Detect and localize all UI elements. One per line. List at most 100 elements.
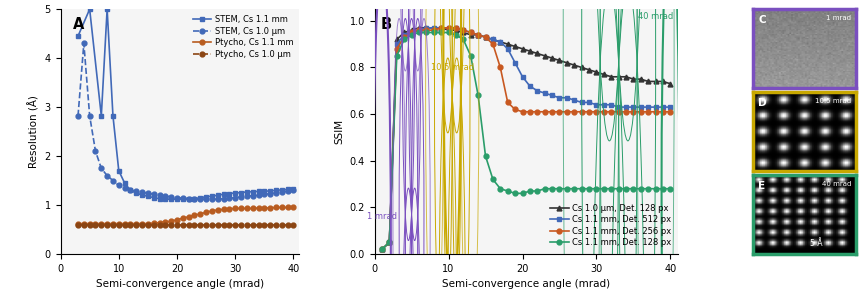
Cs 1.1 mm, Det. 512 px: [606, 103, 617, 106]
Cs 1.1 mm, Det. 512 px: [509, 61, 520, 65]
Ptycho, Cs 1.0 μm: [283, 223, 293, 226]
Ptycho, Cs 1.0 μm: [119, 223, 130, 226]
Cs 1.1 mm, Det. 128 px: [480, 154, 490, 158]
Ptycho, Cs 1.1 mm: [102, 222, 112, 226]
STEM, Cs 1.0 μm: [189, 197, 200, 201]
Cs 1.1 mm, Det. 128 px: [503, 189, 513, 193]
Cs 1.1 mm, Det. 128 px: [451, 33, 461, 37]
Cs 1.1 mm, Det. 128 px: [377, 248, 388, 251]
Cs 1.0 μm, Det. 128 px: [569, 63, 580, 67]
Cs 1.1 mm, Det. 256 px: [503, 101, 513, 104]
Ptycho, Cs 1.1 mm: [236, 207, 247, 210]
Ptycho, Cs 1.1 mm: [131, 222, 142, 226]
Cs 1.1 mm, Det. 512 px: [517, 75, 528, 79]
STEM, Cs 1.1 mm: [131, 191, 142, 195]
Cs 1.1 mm, Det. 512 px: [592, 103, 602, 106]
Cs 1.1 mm, Det. 256 px: [532, 110, 542, 114]
Ptycho, Cs 1.0 μm: [207, 223, 217, 226]
STEM, Cs 1.1 mm: [271, 188, 281, 192]
STEM, Cs 1.0 μm: [241, 194, 252, 198]
Ptycho, Cs 1.1 mm: [189, 214, 200, 217]
Ptycho, Cs 1.0 μm: [73, 223, 83, 226]
STEM, Cs 1.1 mm: [113, 169, 124, 173]
Cs 1.1 mm, Det. 512 px: [636, 105, 646, 109]
Ptycho, Cs 1.0 μm: [247, 223, 258, 226]
Cs 1.0 μm, Det. 128 px: [547, 56, 557, 60]
Cs 1.1 mm, Det. 128 px: [540, 187, 550, 191]
Cs 1.1 mm, Det. 256 px: [576, 110, 586, 114]
Ptycho, Cs 1.0 μm: [189, 223, 200, 226]
Line: Cs 1.1 mm, Det. 512 px: Cs 1.1 mm, Det. 512 px: [380, 25, 673, 252]
Cs 1.1 mm, Det. 256 px: [584, 110, 594, 114]
Cs 1.1 mm, Det. 512 px: [554, 96, 565, 100]
Cs 1.1 mm, Det. 512 px: [599, 103, 609, 106]
Ptycho, Cs 1.1 mm: [90, 222, 100, 226]
Ptycho, Cs 1.0 μm: [149, 223, 159, 226]
Cs 1.0 μm, Det. 128 px: [517, 47, 528, 51]
Cs 1.1 mm, Det. 512 px: [444, 26, 454, 30]
Cs 1.1 mm, Det. 128 px: [658, 187, 669, 191]
Ptycho, Cs 1.0 μm: [154, 223, 164, 226]
Text: 10.5 mrad: 10.5 mrad: [431, 63, 474, 72]
Ptycho, Cs 1.0 μm: [236, 223, 247, 226]
Ptycho, Cs 1.1 mm: [73, 222, 83, 226]
Cs 1.1 mm, Det. 128 px: [407, 33, 417, 37]
Cs 1.1 mm, Det. 256 px: [547, 110, 557, 114]
STEM, Cs 1.1 mm: [207, 194, 217, 198]
STEM, Cs 1.0 μm: [160, 194, 170, 198]
Cs 1.1 mm, Det. 256 px: [451, 26, 461, 30]
STEM, Cs 1.1 mm: [177, 197, 188, 201]
Ptycho, Cs 1.0 μm: [260, 223, 270, 226]
STEM, Cs 1.1 mm: [172, 197, 183, 201]
STEM, Cs 1.0 μm: [90, 149, 100, 153]
Cs 1.1 mm, Det. 256 px: [554, 110, 565, 114]
Cs 1.0 μm, Det. 128 px: [643, 80, 653, 83]
Cs 1.1 mm, Det. 128 px: [584, 187, 594, 191]
Cs 1.1 mm, Det. 128 px: [413, 31, 424, 34]
STEM, Cs 1.1 mm: [201, 195, 211, 199]
Cs 1.1 mm, Det. 128 px: [392, 54, 402, 58]
Ptycho, Cs 1.0 μm: [224, 223, 234, 226]
Cs 1.1 mm, Det. 128 px: [421, 31, 432, 34]
Cs 1.0 μm, Det. 128 px: [503, 42, 513, 46]
Cs 1.0 μm, Det. 128 px: [636, 77, 646, 81]
Cs 1.1 mm, Det. 256 px: [540, 110, 550, 114]
STEM, Cs 1.0 μm: [283, 189, 293, 193]
Ptycho, Cs 1.0 μm: [277, 223, 287, 226]
Cs 1.1 mm, Det. 512 px: [532, 89, 542, 93]
Cs 1.1 mm, Det. 256 px: [665, 110, 676, 114]
Cs 1.1 mm, Det. 256 px: [650, 110, 661, 114]
Cs 1.1 mm, Det. 256 px: [636, 110, 646, 114]
Text: A: A: [73, 17, 84, 32]
Ptycho, Cs 1.0 μm: [177, 223, 188, 226]
Ptycho, Cs 1.1 mm: [85, 222, 95, 226]
Ptycho, Cs 1.0 μm: [265, 223, 275, 226]
Ptycho, Cs 1.0 μm: [213, 223, 223, 226]
STEM, Cs 1.1 mm: [108, 114, 119, 118]
Text: 10.5 mrad: 10.5 mrad: [815, 99, 851, 104]
Ptycho, Cs 1.0 μm: [241, 223, 252, 226]
Cs 1.1 mm, Det. 512 px: [621, 105, 631, 109]
Ptycho, Cs 1.1 mm: [277, 206, 287, 209]
STEM, Cs 1.1 mm: [213, 193, 223, 197]
Y-axis label: SSIM: SSIM: [334, 119, 344, 144]
Ptycho, Cs 1.0 μm: [172, 223, 183, 226]
Cs 1.0 μm, Det. 128 px: [436, 26, 446, 30]
Ptycho, Cs 1.1 mm: [247, 207, 258, 210]
Cs 1.1 mm, Det. 256 px: [428, 28, 439, 32]
Ptycho, Cs 1.0 μm: [218, 223, 228, 226]
Cs 1.1 mm, Det. 256 px: [517, 110, 528, 114]
Text: 1 mrad: 1 mrad: [826, 16, 851, 21]
Cs 1.1 mm, Det. 512 px: [613, 105, 624, 109]
Cs 1.1 mm, Det. 128 px: [561, 187, 572, 191]
Cs 1.0 μm, Det. 128 px: [473, 33, 484, 37]
Cs 1.1 mm, Det. 128 px: [384, 241, 394, 244]
Ptycho, Cs 1.1 mm: [288, 206, 298, 209]
Ptycho, Cs 1.0 μm: [137, 223, 147, 226]
Ptycho, Cs 1.1 mm: [143, 222, 153, 226]
STEM, Cs 1.1 mm: [73, 34, 83, 38]
Cs 1.1 mm, Det. 128 px: [643, 187, 653, 191]
Cs 1.0 μm, Det. 128 px: [384, 241, 394, 244]
Ptycho, Cs 1.1 mm: [125, 222, 136, 226]
Cs 1.1 mm, Det. 512 px: [384, 241, 394, 244]
